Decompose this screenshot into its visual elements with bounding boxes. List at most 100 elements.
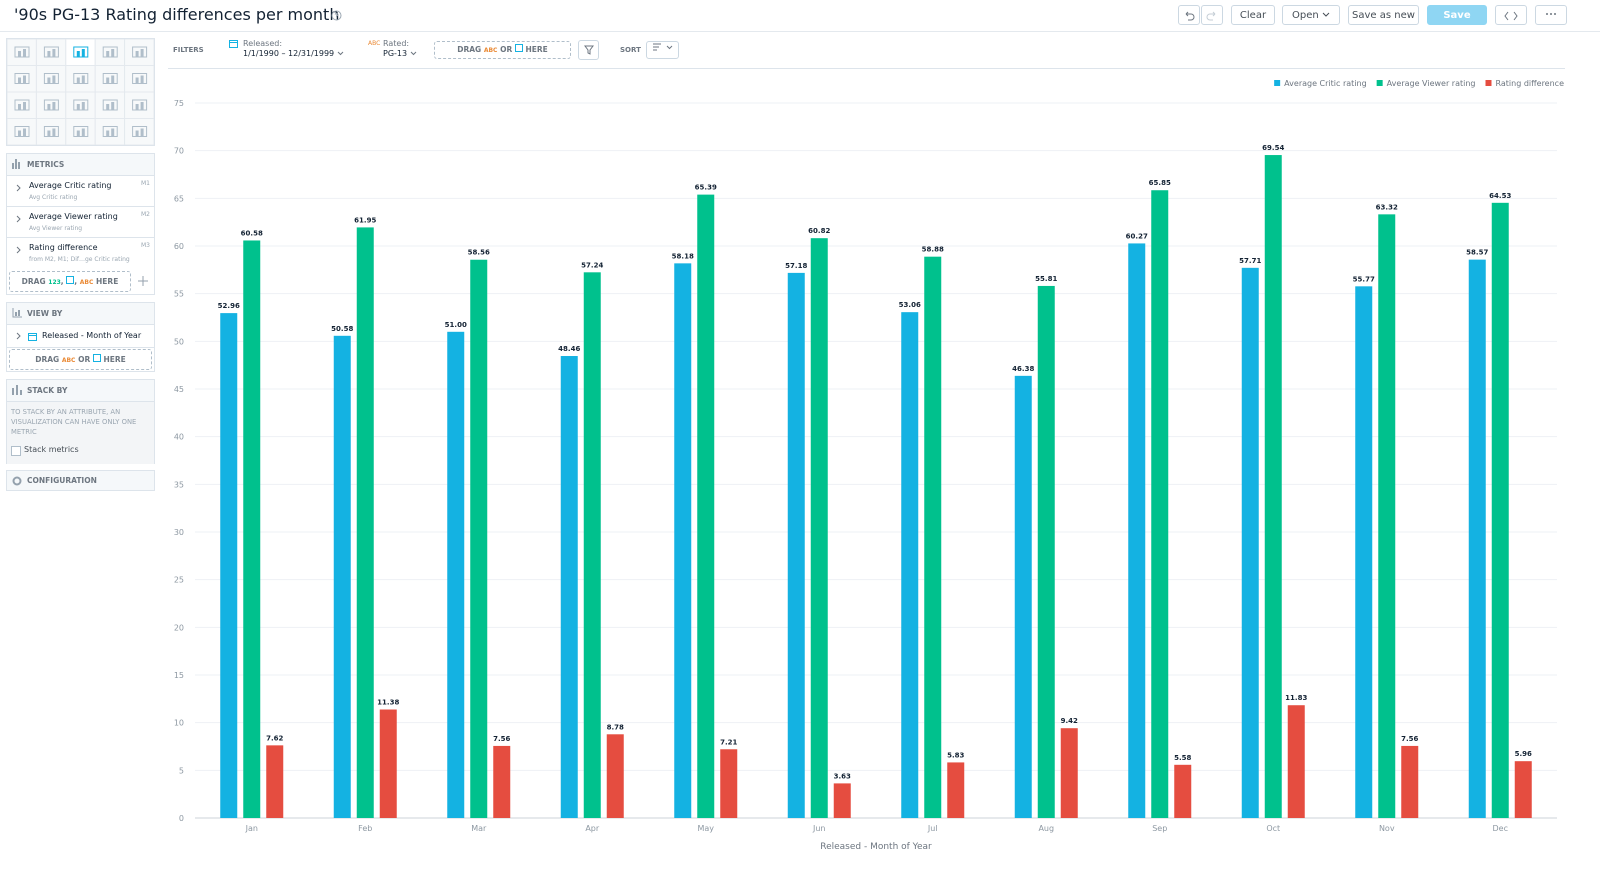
viz-type-icon[interactable] [94,38,126,66]
data-label: 57.71 [1239,257,1261,265]
x-tick-label: Feb [358,824,372,833]
legend-swatch [1274,80,1281,86]
data-label: 9.42 [1061,717,1078,725]
x-tick-label: Dec [1493,824,1508,833]
open-button[interactable]: Open [1282,5,1340,25]
data-label: 7.62 [266,734,283,742]
y-tick-label: 65 [174,194,184,203]
data-label: 50.58 [331,325,353,333]
viz-type-icon[interactable] [35,38,67,66]
save-as-new-button[interactable]: Save as new [1348,5,1419,25]
here-text: HERE [103,355,126,364]
metrics-section: METRICS Average Critic rating Avg Critic … [6,153,155,295]
stack-by-note: TO STACK BY AN ATTRIBUTE, AN VISUALIZATI… [11,408,137,436]
viz-type-icon[interactable] [65,91,96,119]
bar [1037,285,1055,818]
view-by-item[interactable]: Released - Month of Year [7,324,154,348]
viz-type-icon[interactable] [35,118,67,146]
viz-type-icon[interactable] [6,65,37,93]
metrics-drop-zone[interactable]: DRAG 123, , ABC HERE [9,271,131,292]
viz-type-icon[interactable] [94,91,126,119]
viz-type-icon[interactable] [94,65,126,93]
viz-type-icon[interactable] [124,65,155,93]
released-filter[interactable]: 1/1/1990 – 12/31/1999 [243,49,344,58]
clear-button[interactable]: Clear [1231,5,1275,25]
y-tick-label: 70 [174,147,184,156]
y-tick-label: 10 [174,719,184,728]
bar [1174,764,1192,818]
y-tick-label: 15 [174,671,184,680]
metric-name: Rating difference [29,243,98,252]
abc-icon: ABC [79,279,94,286]
view-by-title: VIEW BY [27,309,63,318]
y-tick-label: 0 [179,814,184,823]
viz-type-icon[interactable] [65,118,96,146]
data-label: 11.83 [1285,694,1307,702]
stack-by-section: STACK BY TO STACK BY AN ATTRIBUTE, AN VI… [6,379,155,464]
bar [356,227,374,818]
legend-label: Average Critic rating [1284,79,1367,88]
rated-filter[interactable]: PG-13 [383,49,417,58]
redo-button[interactable] [1201,5,1223,25]
bar [447,331,465,818]
y-tick-label: 55 [174,290,184,299]
viz-type-icon[interactable] [124,91,155,119]
metric-item[interactable]: Average Critic rating Avg Critic rating M1 [7,175,154,206]
data-label: 58.57 [1466,249,1488,257]
viz-type-icon[interactable] [65,65,96,93]
metric-item[interactable]: Rating difference from M2, M1; Dif…ge Cri… [7,237,154,268]
abc-icon: ABC [483,47,498,54]
bar [606,734,624,818]
stack-by-body: TO STACK BY AN ATTRIBUTE, AN VISUALIZATI… [7,401,154,464]
undo-button[interactable] [1178,5,1200,25]
x-tick-label: May [697,824,714,833]
x-axis-label: Released - Month of Year [820,842,932,852]
help-icon[interactable] [331,10,342,21]
add-metric[interactable] [138,276,148,286]
viz-type-icon[interactable] [35,65,67,93]
viz-type-icon[interactable] [6,38,37,66]
metric-tag: M3 [141,242,150,249]
bar [833,783,851,818]
bar [1151,190,1169,819]
save-button[interactable]: Save [1427,5,1487,25]
data-label: 8.78 [607,723,624,731]
open-label: Open [1292,10,1319,21]
viz-type-icon[interactable] [6,118,37,146]
viz-type-icon[interactable] [124,118,155,146]
stack-by-title: STACK BY [27,386,68,395]
filter-drop-zone[interactable]: DRAG ABC OR HERE [434,41,571,59]
sort-label: SORT [620,46,641,54]
data-label: 11.38 [377,699,399,707]
comma: , [60,277,64,286]
configuration-section[interactable]: CONFIGURATION [6,470,155,491]
y-tick-label: 45 [174,385,184,394]
bar [1514,761,1532,818]
bar [220,313,238,818]
drag-text: DRAG [21,277,46,286]
view-by-header: VIEW BY [7,303,154,324]
viz-type-icon[interactable] [94,118,126,146]
stack-by-header: STACK BY [7,380,154,401]
view-by-section: VIEW BY Released - Month of Year DRAG AB… [6,302,155,372]
view-by-drop-zone[interactable]: DRAG ABC OR HERE [9,349,152,370]
sort-button[interactable] [646,41,679,59]
x-tick-label: Jul [927,824,938,833]
viz-type-icon[interactable] [6,91,37,119]
bar [924,256,942,818]
viz-type-icon[interactable] [124,38,155,66]
here-text: HERE [525,45,548,54]
abc-icon: ABC [61,357,76,364]
metric-item[interactable]: Average Viewer rating Avg Viewer rating M2 [7,206,154,237]
visualization-picker [6,38,155,146]
bar [697,194,715,818]
viz-type-icon[interactable] [65,38,96,66]
viz-type-icon[interactable] [35,91,67,119]
embed-button[interactable] [1495,5,1527,25]
filter-button[interactable] [578,40,599,60]
more-button[interactable] [1535,5,1567,25]
stack-checkbox[interactable] [11,446,21,456]
y-tick-label: 25 [174,576,184,585]
data-label: 64.53 [1489,192,1511,200]
x-tick-label: Apr [585,824,600,833]
